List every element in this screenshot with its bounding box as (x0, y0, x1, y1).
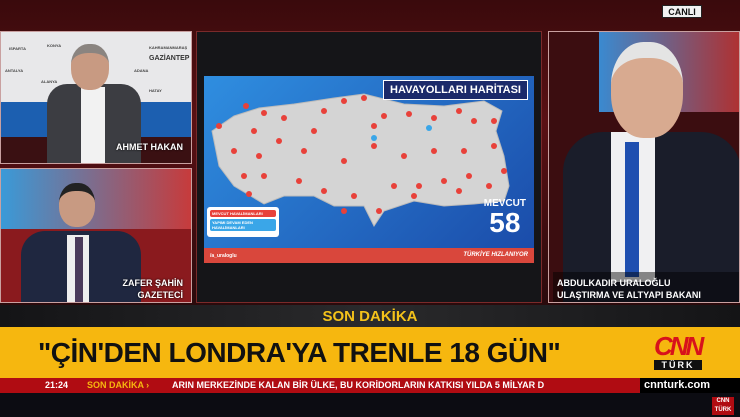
live-badge: CANLI (662, 5, 702, 18)
airport-pin-icon (471, 118, 477, 124)
cnn-turk-logo: CNN TÜRK (654, 331, 704, 370)
map-label: GAZİANTEP (149, 55, 190, 62)
airport-pin-icon (261, 110, 267, 116)
social-handle: /a_uraloglu (210, 253, 237, 259)
background-screen (1, 169, 191, 229)
slogan: TÜRKİYE HIZLANIYOR (463, 252, 528, 258)
airport-pin-icon (256, 153, 262, 159)
map-label: ADANA (134, 68, 149, 73)
airport-pin-icon (281, 115, 287, 121)
map-title: HAVAYOLLARI HARİTASI (383, 80, 528, 100)
airport-pin-icon (411, 193, 417, 199)
airport-pin-icon (241, 173, 247, 179)
airport-pin-icon (491, 143, 497, 149)
airport-pin-icon (246, 191, 252, 197)
logo-cnn: CNN (654, 331, 704, 361)
airport-pin-icon (321, 108, 327, 114)
map-label: ISPARTA (9, 46, 26, 51)
tie (625, 142, 639, 277)
land (211, 93, 510, 227)
airport-pin-icon (341, 98, 347, 104)
airport-pin-icon (251, 128, 257, 134)
airport-pin-icon (216, 123, 222, 129)
airport-pin-icon (491, 118, 497, 124)
logo-turk: TÜRK (654, 360, 702, 370)
airport-pin-icon (371, 143, 377, 149)
map-label: ALANYA (41, 79, 58, 84)
map-legend: MEVCUT HAVALİMANLARI YAPIMI DEVAM EDEN H… (207, 207, 279, 237)
airport-pin-icon (276, 138, 282, 144)
ticker-text: ARIN MERKEZİNDE KALAN BİR ÜLKE, BU KORİD… (172, 380, 545, 390)
legend-item-existing: MEVCUT HAVALİMANLARI (210, 210, 276, 217)
headline-band: "ÇİN'DEN LONDRA'YA TRENLE 18 GÜN" CNN TÜ… (0, 327, 740, 378)
airport-pin-icon (371, 123, 377, 129)
ticker-label: SON DAKİKA › (87, 380, 150, 390)
clock: 21:24 (45, 380, 69, 390)
airport-pin-icon (406, 111, 412, 117)
caption-box (553, 272, 739, 302)
person-head (71, 44, 109, 90)
airport-pin-icon (381, 113, 387, 119)
airport-pin-icon (441, 178, 447, 184)
airport-pin-icon (391, 183, 397, 189)
headline: "ÇİN'DEN LONDRA'YA TRENLE 18 GÜN" (38, 337, 561, 368)
airport-pin-icon (461, 148, 467, 154)
airport-pin-icon (301, 148, 307, 154)
video-panel-ahmet-hakan: ISPARTA KONYA KAHRAMANMARAŞ ANTALYA ALAN… (0, 31, 192, 164)
name-caption: ZAFER ŞAHİN (122, 278, 184, 288)
website-url: cnnturk.com (640, 378, 740, 393)
legend-item-under-construction: YAPIMI DEVAM EDEN HAVALİMANLARI (210, 219, 276, 231)
airport-count: MEVCUT 58 (484, 199, 526, 237)
title-caption: ULAŞTIRMA VE ALTYAPI BAKANI (557, 290, 701, 300)
airport-pin-icon (296, 178, 302, 184)
news-ticker: 21:24 SON DAKİKA › ARIN MERKEZİNDE KALAN… (0, 378, 740, 393)
video-panel-zafer-sahin: ZAFER ŞAHİN GAZETECİ (0, 168, 192, 303)
person-head (59, 183, 95, 227)
count-value: 58 (489, 207, 521, 238)
tie (75, 237, 83, 302)
airport-map: HAVAYOLLARI HARİTASI MEVCUT HAVALİMANLAR… (204, 76, 534, 263)
map-label: HATAY (149, 88, 162, 93)
airport-under-construction-pin-icon (426, 125, 432, 131)
map-label: KAHRAMANMARAŞ (149, 45, 188, 50)
airport-pin-icon (416, 183, 422, 189)
person-head (611, 42, 683, 138)
airport-pin-icon (243, 103, 249, 109)
airport-pin-icon (456, 108, 462, 114)
airport-pin-icon (341, 158, 347, 164)
airport-pin-icon (376, 208, 382, 214)
airport-pin-icon (341, 208, 347, 214)
airport-pin-icon (431, 115, 437, 121)
title-caption: GAZETECİ (137, 290, 183, 300)
video-panel-abdulkadir-uraloglu: ABDULKADIR URALOĞLU ULAŞTIRMA VE ALTYAPI… (548, 31, 740, 303)
name-caption: ABDULKADIR URALOĞLU (557, 278, 671, 288)
airport-pin-icon (401, 153, 407, 159)
map-footer: /a_uraloglu TÜRKİYE HIZLANIYOR (204, 248, 534, 263)
map-label: KONYA (47, 43, 62, 48)
airport-pin-icon (321, 188, 327, 194)
airport-pin-icon (486, 183, 492, 189)
airport-pin-icon (261, 173, 267, 179)
map-label: ANTALYA (5, 68, 24, 73)
airport-pin-icon (361, 95, 367, 101)
channel-watermark-logo: CNN TÜRK (712, 397, 734, 415)
airport-pin-icon (231, 148, 237, 154)
airport-under-construction-pin-icon (371, 135, 377, 141)
count-label: MEVCUT (483, 198, 526, 209)
turkey-map-shape (211, 93, 510, 227)
name-caption: AHMET HAKAN (116, 142, 183, 152)
airport-pin-icon (456, 188, 462, 194)
airport-pin-icon (351, 193, 357, 199)
shirt (81, 87, 105, 163)
airport-pin-icon (311, 128, 317, 134)
airport-pin-icon (431, 148, 437, 154)
video-panel-map-graphic: HAVAYOLLARI HARİTASI MEVCUT HAVALİMANLAR… (196, 31, 542, 303)
breaking-news-label: SON DAKİKA (0, 305, 740, 327)
airport-pin-icon (466, 173, 472, 179)
airport-pin-icon (501, 168, 507, 174)
